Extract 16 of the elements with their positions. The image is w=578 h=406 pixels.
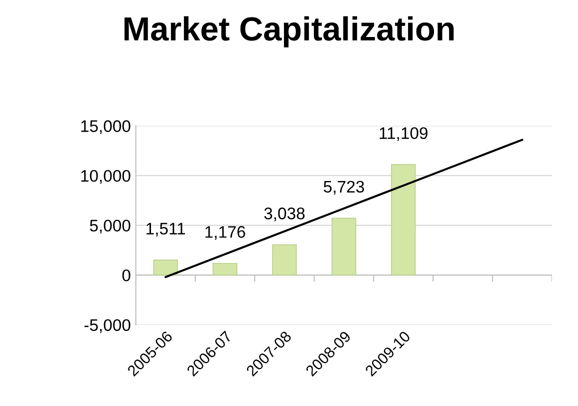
chart-title: Market Capitalization xyxy=(124,16,454,48)
data-label: 1,511 xyxy=(146,222,185,236)
data-label: 3,038 xyxy=(264,208,305,222)
bar xyxy=(332,218,356,276)
data-label: 11,109 xyxy=(380,127,428,142)
y-tick-label: 0 xyxy=(122,269,130,282)
y-tick-label: 15,000 xyxy=(81,120,130,134)
y-tick-label: 10,000 xyxy=(81,170,130,184)
bar xyxy=(212,262,238,276)
bar xyxy=(391,164,416,276)
bar xyxy=(153,260,178,276)
data-label: 1,176 xyxy=(205,226,246,240)
bar xyxy=(272,244,297,276)
y-tick-label: 5,000 xyxy=(90,220,130,234)
data-label: 5,723 xyxy=(324,180,364,195)
y-tick-label: -5,000 xyxy=(84,319,130,333)
